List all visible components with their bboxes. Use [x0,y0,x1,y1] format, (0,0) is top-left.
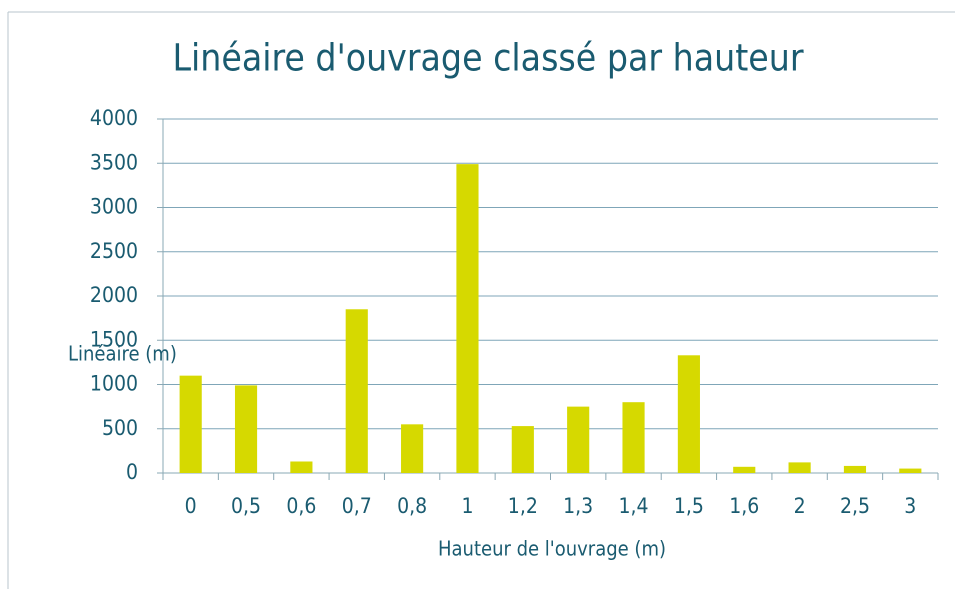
bar [843,465,867,473]
bar [567,406,590,473]
bar [345,309,368,473]
x-axis-label: Hauteur de l'ouvrage (m) [438,537,666,561]
y-tick-label: 500 [102,416,138,440]
bar [511,426,534,473]
x-tick-label: 1,2 [508,494,538,518]
y-tick-label: 4000 [90,106,138,130]
x-tick-label: 1,5 [674,494,704,518]
chart-title: Linéaire d'ouvrage classé par hauteur [172,37,803,80]
y-tick-label: 3000 [90,195,138,219]
bar [788,462,811,473]
bar [733,466,756,473]
x-tick-label: 0 [185,494,197,518]
y-tick-label: 2000 [90,283,138,307]
y-tick-label: 3500 [90,150,138,174]
x-tick-label: 1,6 [729,494,759,518]
x-tick-label: 0,8 [397,494,427,518]
y-tick-label: 1000 [90,372,138,396]
y-tick-label: 0 [126,460,138,484]
bar [456,164,479,473]
x-tick-label: 3 [904,494,916,518]
bar [622,402,645,473]
x-tick-label: 1,3 [563,494,593,518]
x-tick-label: 2 [794,494,806,518]
x-tick-label: 1,4 [619,494,649,518]
x-tick-label: 1 [461,494,473,518]
x-tick-label: 0,7 [342,494,372,518]
x-tick-label: 0,5 [231,494,261,518]
bar [401,424,424,473]
bar [290,461,313,473]
bar [899,468,922,473]
bar [677,355,700,473]
x-tick-label: 0,6 [286,494,316,518]
y-tick-label: 1500 [90,327,138,351]
y-axis-label: Linéaire (m) [68,342,177,366]
x-tick-label: 2,5 [840,494,870,518]
bar [234,385,258,473]
y-tick-label: 2500 [90,239,138,263]
bar [179,375,202,473]
